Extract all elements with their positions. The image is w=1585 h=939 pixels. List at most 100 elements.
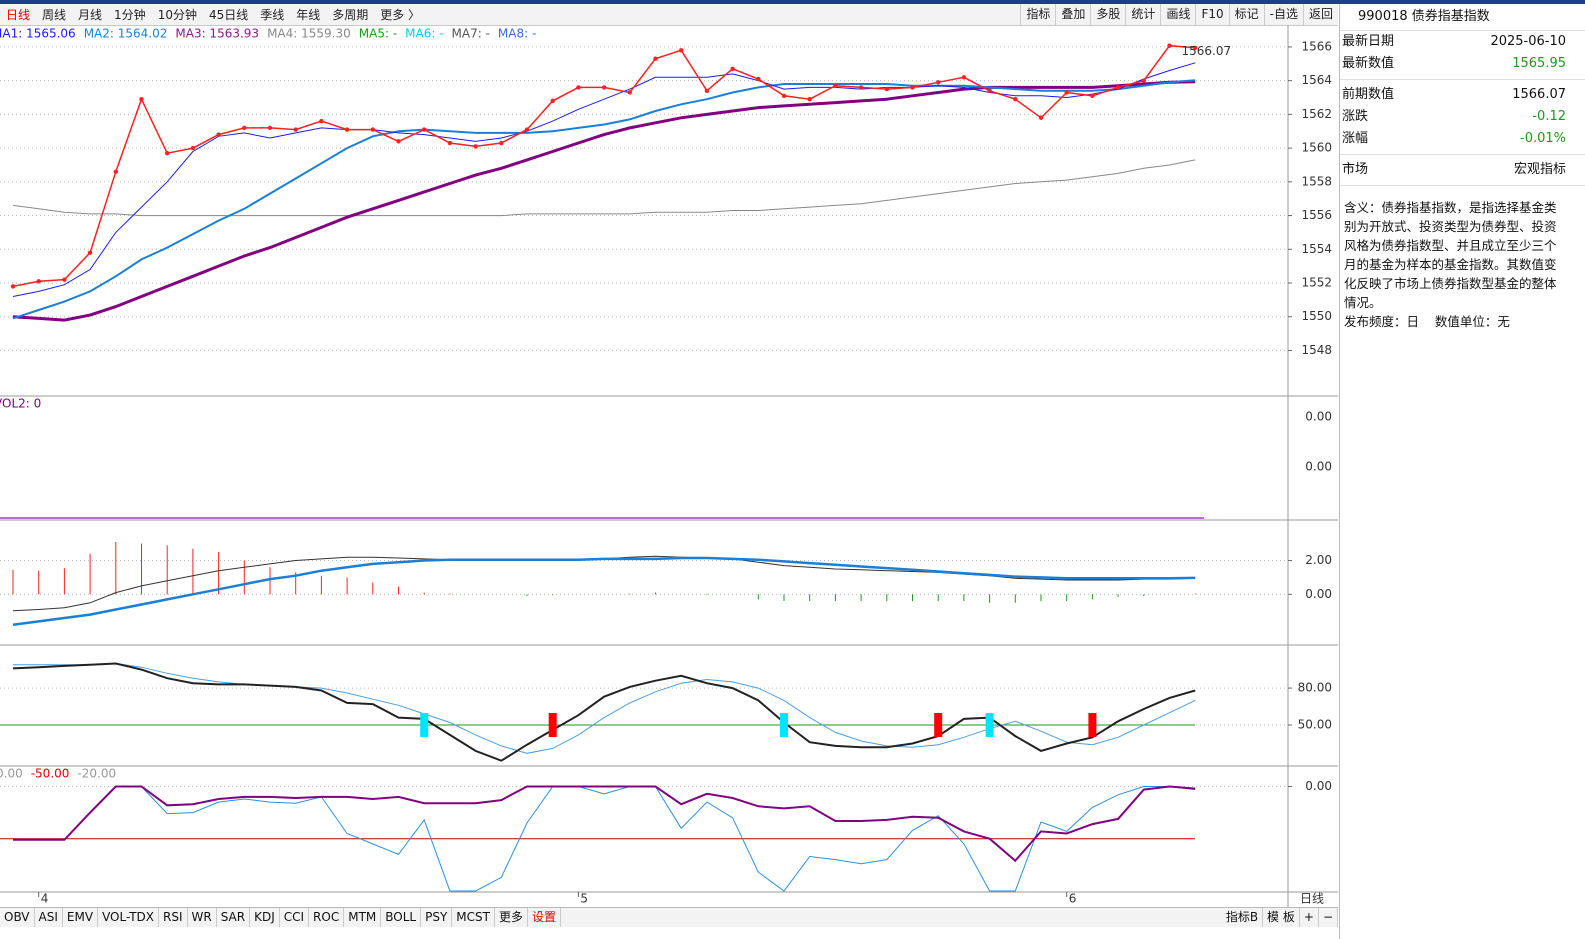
tool-button[interactable]: 标记 [1228, 4, 1264, 25]
data-point [267, 125, 273, 131]
y-tick-label: 0.00 [1305, 587, 1332, 601]
period-tab[interactable]: 1分钟 [114, 8, 146, 22]
data-point [1064, 90, 1069, 95]
indicator-tab[interactable]: WR [188, 908, 217, 927]
tool-button[interactable]: 统计 [1125, 4, 1160, 25]
data-point [113, 169, 119, 174]
indicator-tab[interactable]: PSY [421, 908, 453, 927]
data-point [190, 145, 196, 151]
bottom-buttons: 指标B 模 板 + − [1222, 908, 1338, 927]
tool-button[interactable]: -自选 [1263, 4, 1303, 25]
data-point [627, 90, 632, 95]
legend-entry: MA2: 1564.02 [84, 27, 168, 41]
info-label: 前期数值 [1342, 87, 1395, 102]
tool-button[interactable]: 多股 [1090, 4, 1125, 25]
y-tick-label: 1566 [1301, 39, 1332, 53]
indicator-tab[interactable]: ASI [35, 908, 63, 927]
y-tick-label: 1564 [1301, 73, 1332, 87]
indicator-tab[interactable]: SAR [217, 908, 251, 927]
data-point [730, 66, 735, 72]
desc-text: 含义：债券指基指数，是指选择基金类别为开放式、投资类型为债券型、投资风格为债券指… [1344, 200, 1557, 310]
signal-marker [1088, 713, 1097, 738]
info-row: 涨跌 -0.12 [1340, 106, 1585, 128]
frequency: 发布频度：日 [1344, 314, 1420, 329]
series-line [12, 555, 1196, 612]
bottom-button[interactable]: 指标B [1222, 908, 1264, 927]
data-point [473, 144, 478, 149]
period-tab[interactable]: 日线 [6, 8, 31, 22]
separator [1340, 185, 1585, 186]
y-tick-label: 0.00 [1305, 779, 1332, 793]
data-point [396, 139, 401, 144]
period-tab[interactable]: 45日线 [208, 8, 249, 22]
y-tick-label: 50.00 [1298, 718, 1332, 732]
indicator-tab[interactable]: MTM [344, 908, 382, 927]
data-point [1167, 43, 1172, 48]
data-point [499, 140, 504, 146]
tool-button[interactable]: 指标 [1020, 4, 1055, 25]
series-line [12, 556, 1196, 626]
data-point [139, 97, 144, 102]
panel-title: -20.00 [77, 767, 116, 781]
separator [1340, 154, 1585, 155]
period-tab[interactable]: 多周期 [332, 8, 369, 22]
y-tick-label: 0.00 [1305, 460, 1332, 474]
indicator-tab[interactable]: BOLL [381, 908, 422, 927]
indicator-tab[interactable]: OBV [0, 908, 35, 927]
tool-button[interactable]: F10 [1195, 4, 1228, 25]
y-tick-label: 0.00 [1305, 410, 1332, 424]
legend-entry: MA6: - [405, 27, 443, 41]
indicator-tab[interactable]: 设置 [528, 908, 562, 927]
info-value: 2025-06-10 [1490, 34, 1566, 49]
period-tab[interactable]: 周线 [42, 8, 67, 22]
bottom-button[interactable]: − [1319, 908, 1338, 927]
indicator-tab[interactable]: VOL-TDX [98, 908, 159, 927]
signal-marker [934, 713, 943, 738]
signal-marker [780, 713, 788, 738]
period-tab[interactable]: 10分钟 [157, 8, 197, 22]
indicator-tab[interactable]: ROC [309, 908, 345, 927]
x-tick-label: 6 [1069, 892, 1077, 906]
legend-entry: MA8: - [498, 27, 536, 41]
period-tab[interactable]: 季线 [260, 8, 285, 22]
data-point [242, 125, 247, 131]
panel-title: VOL2: 0 [0, 397, 41, 411]
data-point [858, 85, 864, 90]
data-point [550, 98, 555, 104]
indicator-tab[interactable]: EMV [63, 908, 99, 927]
data-point [679, 48, 684, 53]
info-label: 涨幅 [1342, 131, 1369, 146]
indicator-tab[interactable]: CCI [280, 908, 310, 927]
indicator-tab[interactable]: MCST [452, 908, 495, 927]
tool-buttons: 指标 叠加 多股 统计 画线 F10 标记 -自选 返回 [1020, 4, 1338, 25]
series-line [12, 79, 1196, 320]
y-tick-label: 1558 [1301, 174, 1332, 188]
tool-button[interactable]: 返回 [1302, 4, 1338, 25]
y-tick-label: 2.00 [1305, 553, 1332, 567]
tool-button[interactable]: 叠加 [1055, 4, 1090, 25]
charts: 1548 1550 1552 1554 1556 1558 1560 1562 1564 1566… [0, 25, 1338, 907]
period-tab[interactable]: 月线 [78, 8, 103, 22]
y-tick-label: 1562 [1301, 107, 1332, 121]
data-point [1038, 115, 1044, 120]
series-line [12, 62, 1196, 297]
data-point [756, 76, 761, 82]
info-panel: 990018 债券指基指数 最新日期 2025-06-10 最新数值 1565.95 前… [1339, 4, 1585, 939]
bottom-button[interactable]: + [1300, 908, 1319, 927]
tool-button[interactable]: 画线 [1160, 4, 1195, 25]
data-point [344, 127, 350, 132]
indicator-tab[interactable]: RSI [159, 908, 188, 927]
separator [1340, 79, 1585, 80]
data-point [422, 127, 427, 132]
period-tab[interactable]: 年线 [296, 8, 321, 22]
info-value: 1565.95 [1512, 56, 1566, 71]
bottom-button[interactable]: 模 板 [1263, 908, 1300, 927]
data-point [1115, 85, 1121, 90]
axis-period: 日线 [1300, 892, 1324, 906]
indicator-tab[interactable]: KDJ [250, 908, 280, 927]
y-tick-label: 1548 [1301, 343, 1332, 357]
series-line [13, 786, 1196, 892]
indicator-tab[interactable]: 更多 [495, 908, 528, 927]
period-tab[interactable]: 更多 〉 [380, 8, 421, 22]
